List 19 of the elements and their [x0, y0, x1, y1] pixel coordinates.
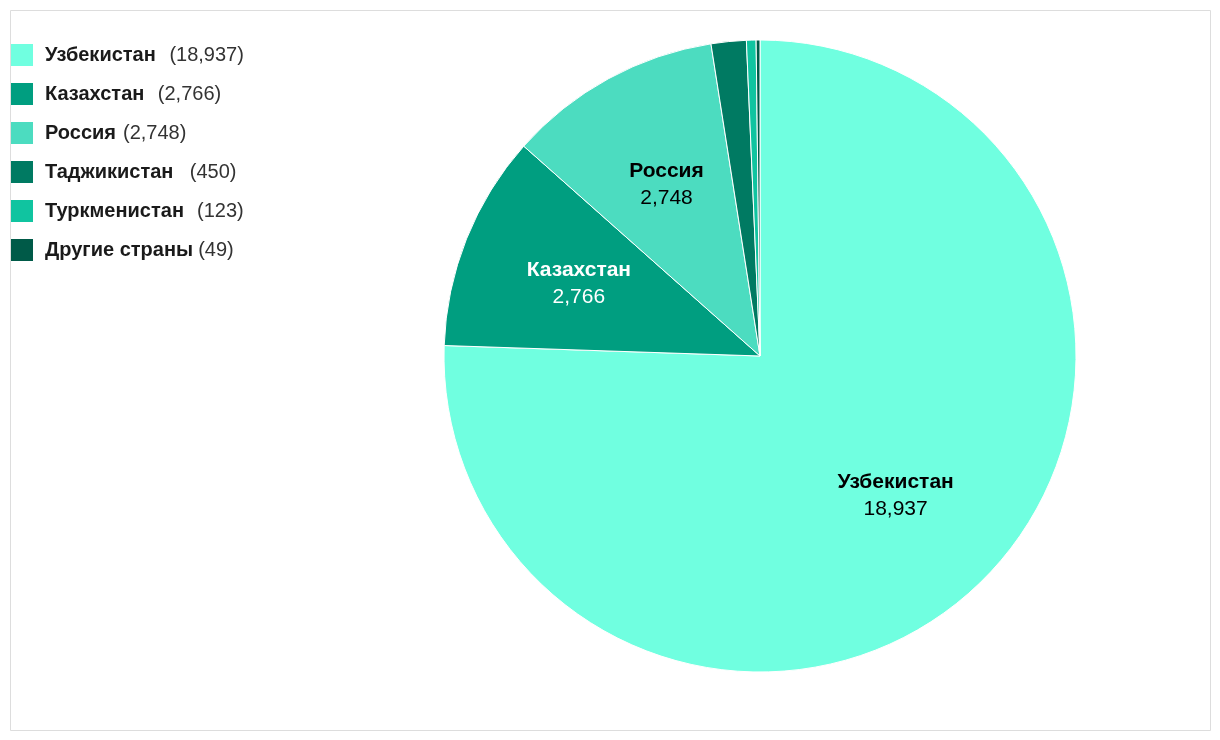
data-label: 18,937	[863, 496, 928, 520]
slice-label: Казахстан	[526, 256, 632, 280]
legend-label: Россия	[45, 121, 117, 143]
data-label: 2,748	[640, 184, 693, 208]
text: (123)	[197, 199, 244, 221]
text: (2,748)	[123, 121, 187, 143]
legend-label: Другие страны	[45, 238, 194, 260]
data-label: 2,766	[552, 283, 606, 307]
pie-slice	[443, 39, 1077, 672]
slice-label: Россия	[629, 157, 704, 181]
legend-label: Таджикистан	[45, 160, 174, 182]
text: (2,766)	[157, 82, 222, 104]
text: (450)	[189, 160, 237, 182]
legend-label: Казахстан	[45, 82, 145, 104]
text: (18,937)	[169, 43, 244, 65]
slice-label: Узбекистан	[837, 469, 954, 493]
text: (49)	[198, 238, 234, 260]
legend-label: Туркменистан	[45, 199, 184, 221]
legend-label: Узбекистан	[45, 43, 156, 65]
